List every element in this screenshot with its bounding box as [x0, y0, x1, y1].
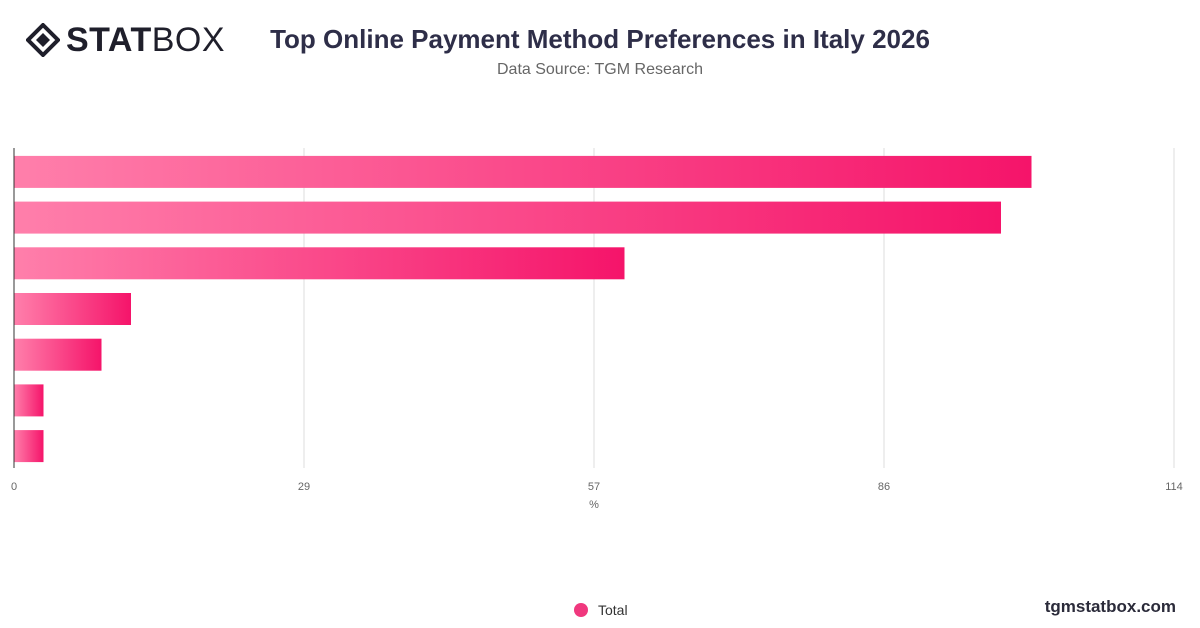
x-tick-label: 86	[878, 481, 890, 493]
bar[interactable]	[14, 384, 44, 417]
site-url[interactable]: tgmstatbox.com	[1044, 597, 1176, 616]
chart-subtitle: Data Source: TGM Research	[496, 61, 703, 78]
bars	[14, 155, 1032, 463]
logo-wordmark: STATBOX	[66, 22, 225, 58]
bar[interactable]	[14, 338, 102, 371]
statbox-logo[interactable]: STATBOX	[26, 22, 225, 58]
x-tick-label: 0	[11, 481, 17, 493]
x-tick-label: 29	[298, 481, 310, 493]
bar[interactable]	[14, 430, 44, 463]
bar[interactable]	[14, 293, 131, 325]
legend-label: Total	[598, 602, 628, 618]
logo-wordmark-light: BOX	[151, 21, 226, 59]
x-tick-label: 114	[1165, 481, 1183, 493]
chart-title: Top Online Payment Method Preferences in…	[270, 24, 930, 54]
x-tick-labels: 0 29 57 86 114	[11, 481, 1183, 493]
bar[interactable]	[14, 247, 625, 280]
bar[interactable]	[14, 155, 1032, 188]
grid-lines	[303, 148, 1175, 468]
legend[interactable]: Total	[574, 602, 628, 618]
bar[interactable]	[14, 201, 1001, 234]
logo-wordmark-bold: STAT	[66, 21, 152, 59]
statbox-diamond-icon	[26, 23, 60, 57]
x-axis-label: %	[589, 499, 599, 511]
x-tick-label: 57	[588, 481, 600, 493]
legend-swatch	[574, 603, 588, 617]
